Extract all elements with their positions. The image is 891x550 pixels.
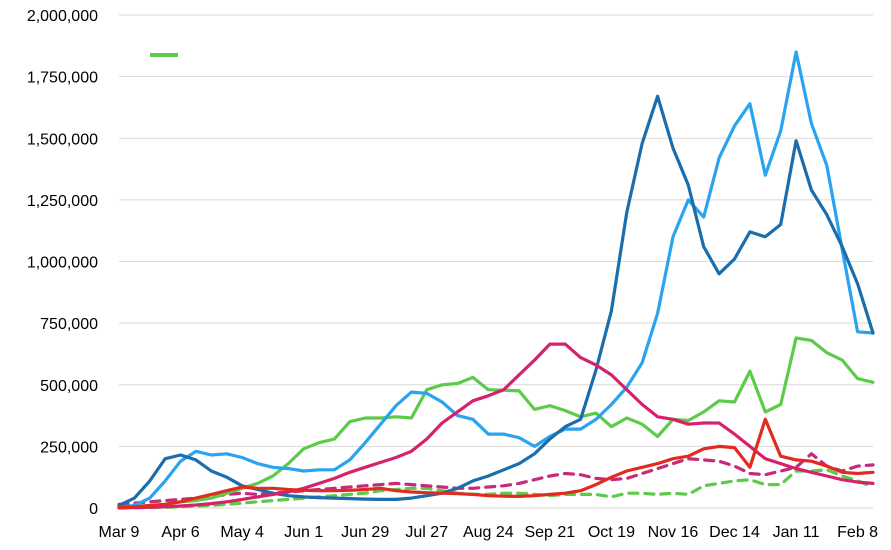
y-tick-label: 2,000,000 bbox=[27, 8, 98, 25]
series-line-central-america bbox=[117, 468, 875, 510]
x-tick-label: Apr 6 bbox=[161, 524, 199, 541]
x-tick-label: Jun 29 bbox=[341, 524, 389, 541]
y-tick-label: 250,000 bbox=[40, 439, 98, 456]
series-line-south-asia bbox=[117, 342, 875, 510]
x-tick-label: Jun 1 bbox=[284, 524, 323, 541]
y-axis-tick-labels: 0 250,000 500,000 750,000 1,000,000 1,250,000… bbox=[27, 8, 98, 518]
x-axis-tick-labels: Mar 9 Apr 6 May 4 Jun 1 Jun 29 Jul 27 Aug 24 Se… bbox=[99, 524, 879, 541]
y-tick-label: 1,000,000 bbox=[27, 255, 98, 272]
gridlines bbox=[119, 14, 873, 509]
series-line-north-america bbox=[117, 50, 875, 509]
series-lines bbox=[117, 50, 875, 510]
x-tick-label: May 4 bbox=[220, 524, 264, 541]
y-tick-label: 1,500,000 bbox=[27, 131, 98, 148]
x-tick-label: Dec 14 bbox=[709, 524, 760, 541]
y-tick-label: 750,000 bbox=[40, 316, 98, 333]
y-tick-label: 1,250,000 bbox=[27, 193, 98, 210]
x-tick-label: Feb 8 bbox=[837, 524, 878, 541]
x-tick-label: Jul 27 bbox=[405, 524, 448, 541]
x-tick-label: Jan 11 bbox=[773, 524, 820, 541]
y-tick-label: 0 bbox=[89, 501, 98, 518]
y-tick-label: 500,000 bbox=[40, 378, 98, 395]
series-line-middle-east bbox=[117, 452, 875, 506]
x-tick-label: Nov 16 bbox=[648, 524, 699, 541]
series-line-russia-and-central-asia bbox=[117, 417, 875, 510]
x-tick-label: Aug 24 bbox=[463, 524, 514, 541]
y-tick-label: 1,750,000 bbox=[27, 70, 98, 87]
x-tick-label: Mar 9 bbox=[99, 524, 140, 541]
x-tick-label: Oct 19 bbox=[588, 524, 635, 541]
x-tick-label: Sep 21 bbox=[524, 524, 575, 541]
